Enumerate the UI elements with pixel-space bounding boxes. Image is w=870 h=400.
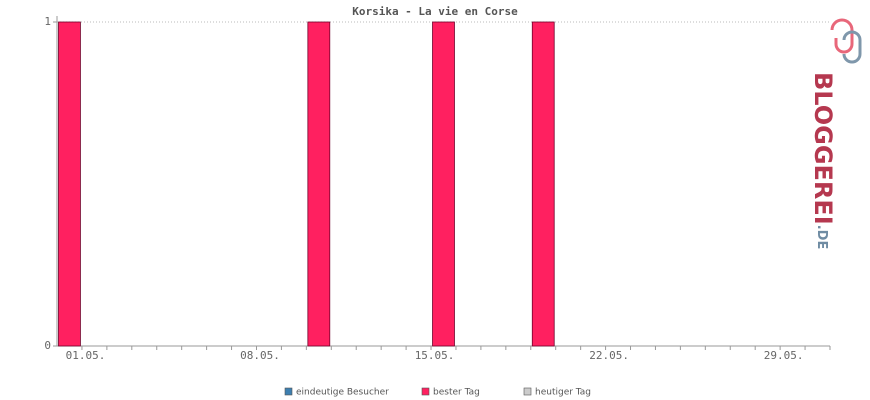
bar <box>58 21 81 347</box>
bar <box>531 21 555 347</box>
legend-swatch <box>284 387 293 396</box>
logo-icon <box>842 30 862 64</box>
bar <box>432 21 455 347</box>
legend-swatch <box>523 387 532 396</box>
logo-name: BLOGGEREI <box>809 72 837 225</box>
bar <box>307 21 331 347</box>
logo: BLOGGEREI.DE <box>809 18 862 249</box>
legend-label: bester Tag <box>433 388 480 398</box>
legend-swatch <box>421 387 430 396</box>
x-tick-label: 22.05. <box>589 349 629 362</box>
x-tick-label: 15.05. <box>415 349 455 362</box>
logo-text: BLOGGEREI.DE <box>809 72 837 249</box>
x-tick-label: 29.05. <box>764 349 804 362</box>
legend-label: eindeutige Besucher <box>296 388 389 398</box>
chart-title: Korsika - La vie en Corse <box>352 5 518 18</box>
y-tick-label: 1 <box>44 15 51 28</box>
legend-label: heutiger Tag <box>535 388 591 398</box>
y-tick-label: 0 <box>44 339 51 352</box>
x-tick-label: 01.05. <box>66 349 106 362</box>
logo-tld: .DE <box>815 225 830 250</box>
x-tick-label: 08.05. <box>240 349 280 362</box>
logo-icon <box>830 18 854 54</box>
